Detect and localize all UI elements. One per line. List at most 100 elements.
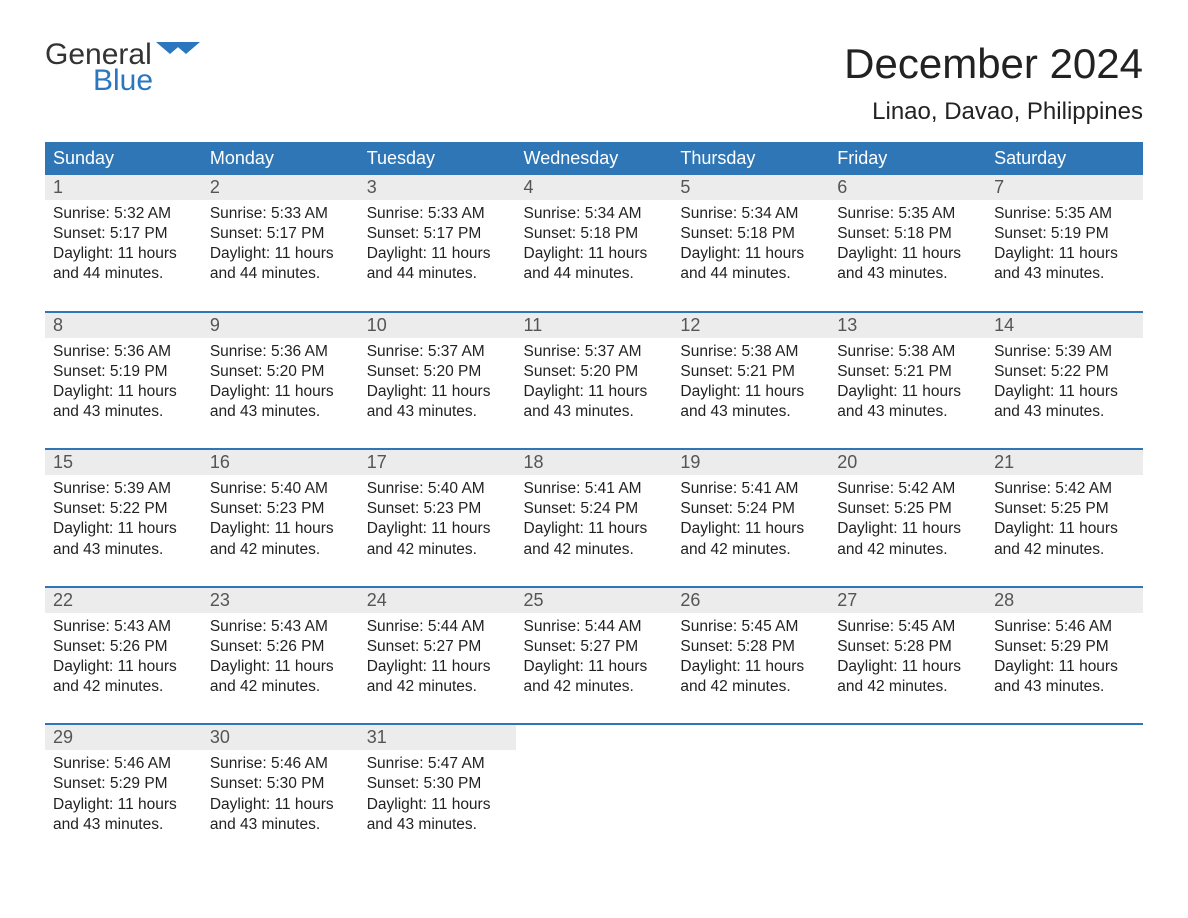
calendar-cell: 24Sunrise: 5:44 AMSunset: 5:27 PMDayligh… [359, 587, 516, 725]
day-details: Sunrise: 5:43 AMSunset: 5:26 PMDaylight:… [45, 613, 202, 724]
calendar-cell: 12Sunrise: 5:38 AMSunset: 5:21 PMDayligh… [672, 312, 829, 450]
calendar-cell [986, 724, 1143, 861]
day-details: Sunrise: 5:43 AMSunset: 5:26 PMDaylight:… [202, 613, 359, 724]
calendar-cell: 31Sunrise: 5:47 AMSunset: 5:30 PMDayligh… [359, 724, 516, 861]
day-number: 31 [359, 725, 516, 750]
calendar-cell: 14Sunrise: 5:39 AMSunset: 5:22 PMDayligh… [986, 312, 1143, 450]
day-number: 29 [45, 725, 202, 750]
calendar-cell [829, 724, 986, 861]
calendar-cell: 4Sunrise: 5:34 AMSunset: 5:18 PMDaylight… [516, 175, 673, 312]
day-details: Sunrise: 5:44 AMSunset: 5:27 PMDaylight:… [359, 613, 516, 724]
day-details: Sunrise: 5:40 AMSunset: 5:23 PMDaylight:… [202, 475, 359, 586]
day-details: Sunrise: 5:38 AMSunset: 5:21 PMDaylight:… [829, 338, 986, 449]
calendar-cell: 25Sunrise: 5:44 AMSunset: 5:27 PMDayligh… [516, 587, 673, 725]
calendar-cell: 17Sunrise: 5:40 AMSunset: 5:23 PMDayligh… [359, 449, 516, 587]
day-number: 14 [986, 313, 1143, 338]
weekday-header: Wednesday [516, 142, 673, 175]
day-details: Sunrise: 5:41 AMSunset: 5:24 PMDaylight:… [516, 475, 673, 586]
weekday-header: Monday [202, 142, 359, 175]
calendar-cell: 20Sunrise: 5:42 AMSunset: 5:25 PMDayligh… [829, 449, 986, 587]
day-details: Sunrise: 5:35 AMSunset: 5:19 PMDaylight:… [986, 200, 1143, 311]
day-number: 8 [45, 313, 202, 338]
calendar-body: 1Sunrise: 5:32 AMSunset: 5:17 PMDaylight… [45, 175, 1143, 861]
weekday-header-row: SundayMondayTuesdayWednesdayThursdayFrid… [45, 142, 1143, 175]
day-details: Sunrise: 5:39 AMSunset: 5:22 PMDaylight:… [45, 475, 202, 586]
day-number: 3 [359, 175, 516, 200]
calendar-cell: 6Sunrise: 5:35 AMSunset: 5:18 PMDaylight… [829, 175, 986, 312]
weekday-header: Thursday [672, 142, 829, 175]
calendar-cell: 27Sunrise: 5:45 AMSunset: 5:28 PMDayligh… [829, 587, 986, 725]
day-number: 30 [202, 725, 359, 750]
calendar-cell: 16Sunrise: 5:40 AMSunset: 5:23 PMDayligh… [202, 449, 359, 587]
calendar-cell: 29Sunrise: 5:46 AMSunset: 5:29 PMDayligh… [45, 724, 202, 861]
day-details: Sunrise: 5:36 AMSunset: 5:19 PMDaylight:… [45, 338, 202, 449]
day-number: 10 [359, 313, 516, 338]
day-number: 5 [672, 175, 829, 200]
day-number: 4 [516, 175, 673, 200]
calendar-cell: 26Sunrise: 5:45 AMSunset: 5:28 PMDayligh… [672, 587, 829, 725]
day-number: 27 [829, 588, 986, 613]
day-details: Sunrise: 5:41 AMSunset: 5:24 PMDaylight:… [672, 475, 829, 586]
calendar-row: 22Sunrise: 5:43 AMSunset: 5:26 PMDayligh… [45, 587, 1143, 725]
day-number: 7 [986, 175, 1143, 200]
day-number: 16 [202, 450, 359, 475]
day-details: Sunrise: 5:33 AMSunset: 5:17 PMDaylight:… [359, 200, 516, 311]
day-details: Sunrise: 5:37 AMSunset: 5:20 PMDaylight:… [359, 338, 516, 449]
weekday-header: Friday [829, 142, 986, 175]
calendar-cell: 21Sunrise: 5:42 AMSunset: 5:25 PMDayligh… [986, 449, 1143, 587]
calendar-row: 1Sunrise: 5:32 AMSunset: 5:17 PMDaylight… [45, 175, 1143, 312]
day-number: 23 [202, 588, 359, 613]
day-number: 25 [516, 588, 673, 613]
day-details: Sunrise: 5:46 AMSunset: 5:29 PMDaylight:… [45, 750, 202, 861]
day-number: 28 [986, 588, 1143, 613]
day-details: Sunrise: 5:33 AMSunset: 5:17 PMDaylight:… [202, 200, 359, 311]
calendar-cell: 22Sunrise: 5:43 AMSunset: 5:26 PMDayligh… [45, 587, 202, 725]
title-block: December 2024 Linao, Davao, Philippines [844, 40, 1143, 136]
day-details: Sunrise: 5:39 AMSunset: 5:22 PMDaylight:… [986, 338, 1143, 449]
calendar-cell: 10Sunrise: 5:37 AMSunset: 5:20 PMDayligh… [359, 312, 516, 450]
weekday-header: Tuesday [359, 142, 516, 175]
day-number: 11 [516, 313, 673, 338]
day-details: Sunrise: 5:47 AMSunset: 5:30 PMDaylight:… [359, 750, 516, 861]
calendar-row: 29Sunrise: 5:46 AMSunset: 5:29 PMDayligh… [45, 724, 1143, 861]
calendar-table: SundayMondayTuesdayWednesdayThursdayFrid… [45, 142, 1143, 861]
day-details: Sunrise: 5:36 AMSunset: 5:20 PMDaylight:… [202, 338, 359, 449]
weekday-header: Saturday [986, 142, 1143, 175]
logo-word2: Blue [93, 66, 200, 96]
day-details: Sunrise: 5:46 AMSunset: 5:30 PMDaylight:… [202, 750, 359, 861]
day-number: 26 [672, 588, 829, 613]
day-number: 21 [986, 450, 1143, 475]
day-details: Sunrise: 5:34 AMSunset: 5:18 PMDaylight:… [516, 200, 673, 311]
day-details: Sunrise: 5:40 AMSunset: 5:23 PMDaylight:… [359, 475, 516, 586]
calendar-cell: 30Sunrise: 5:46 AMSunset: 5:30 PMDayligh… [202, 724, 359, 861]
calendar-cell: 5Sunrise: 5:34 AMSunset: 5:18 PMDaylight… [672, 175, 829, 312]
day-number: 19 [672, 450, 829, 475]
calendar-cell: 23Sunrise: 5:43 AMSunset: 5:26 PMDayligh… [202, 587, 359, 725]
calendar-cell: 19Sunrise: 5:41 AMSunset: 5:24 PMDayligh… [672, 449, 829, 587]
day-details: Sunrise: 5:46 AMSunset: 5:29 PMDaylight:… [986, 613, 1143, 724]
day-details: Sunrise: 5:42 AMSunset: 5:25 PMDaylight:… [986, 475, 1143, 586]
day-details: Sunrise: 5:45 AMSunset: 5:28 PMDaylight:… [672, 613, 829, 724]
calendar-cell: 7Sunrise: 5:35 AMSunset: 5:19 PMDaylight… [986, 175, 1143, 312]
calendar-cell [672, 724, 829, 861]
page-title: December 2024 [844, 40, 1143, 88]
day-details: Sunrise: 5:37 AMSunset: 5:20 PMDaylight:… [516, 338, 673, 449]
day-number: 12 [672, 313, 829, 338]
calendar-cell: 2Sunrise: 5:33 AMSunset: 5:17 PMDaylight… [202, 175, 359, 312]
calendar-row: 15Sunrise: 5:39 AMSunset: 5:22 PMDayligh… [45, 449, 1143, 587]
calendar-cell: 9Sunrise: 5:36 AMSunset: 5:20 PMDaylight… [202, 312, 359, 450]
day-details: Sunrise: 5:44 AMSunset: 5:27 PMDaylight:… [516, 613, 673, 724]
day-details: Sunrise: 5:45 AMSunset: 5:28 PMDaylight:… [829, 613, 986, 724]
day-details: Sunrise: 5:32 AMSunset: 5:17 PMDaylight:… [45, 200, 202, 311]
calendar-row: 8Sunrise: 5:36 AMSunset: 5:19 PMDaylight… [45, 312, 1143, 450]
day-number: 6 [829, 175, 986, 200]
calendar-cell: 11Sunrise: 5:37 AMSunset: 5:20 PMDayligh… [516, 312, 673, 450]
calendar-cell [516, 724, 673, 861]
day-number: 20 [829, 450, 986, 475]
day-details: Sunrise: 5:34 AMSunset: 5:18 PMDaylight:… [672, 200, 829, 311]
day-number: 9 [202, 313, 359, 338]
day-details: Sunrise: 5:42 AMSunset: 5:25 PMDaylight:… [829, 475, 986, 586]
day-number: 22 [45, 588, 202, 613]
calendar-cell: 28Sunrise: 5:46 AMSunset: 5:29 PMDayligh… [986, 587, 1143, 725]
day-number: 24 [359, 588, 516, 613]
